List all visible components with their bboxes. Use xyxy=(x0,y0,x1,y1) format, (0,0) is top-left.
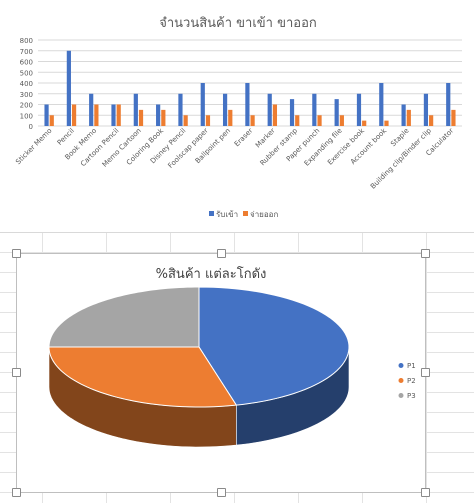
legend-swatch xyxy=(209,211,214,216)
bar-chart-title: จำนวนสินค้า ขาเข้า ขาออก xyxy=(159,16,317,31)
bar-outbound xyxy=(250,115,255,126)
bar-outbound xyxy=(94,104,99,126)
legend-label: P3 xyxy=(407,392,416,400)
bar-outbound xyxy=(138,109,144,126)
pie-slice-p3 xyxy=(48,286,200,348)
bar-inbound xyxy=(89,93,94,126)
bar-outbound xyxy=(317,115,322,126)
pie-slice-p1 xyxy=(198,286,350,406)
y-tick-label: 400 xyxy=(20,80,33,88)
legend-swatch xyxy=(398,393,404,398)
bar-outbound xyxy=(451,109,456,126)
bar-outbound xyxy=(205,115,211,126)
bar-inbound xyxy=(222,93,228,126)
bar-inbound xyxy=(356,93,362,126)
bar-inbound xyxy=(312,93,317,126)
y-tick-label: 600 xyxy=(20,59,33,67)
x-tick-label: Sticker Memo xyxy=(14,127,53,166)
resize-handle-top[interactable] xyxy=(217,249,226,258)
resize-handle-bottom-left[interactable] xyxy=(12,488,21,497)
bar-inbound xyxy=(66,50,71,126)
legend-label: รับเข้า xyxy=(216,210,238,219)
bar-chart-container[interactable]: จำนวนสินค้า ขาเข้า ขาออก 0 100 200 300 400 50… xyxy=(0,0,474,233)
resize-handle-left[interactable] xyxy=(12,368,21,377)
bar-inbound xyxy=(446,83,451,126)
resize-handle-bottom-right[interactable] xyxy=(421,488,430,497)
resize-handle-top-right[interactable] xyxy=(421,249,430,258)
bar-inbound xyxy=(111,104,116,126)
y-tick-label: 800 xyxy=(20,37,33,45)
y-tick-label: 200 xyxy=(20,102,33,110)
legend-label: P2 xyxy=(407,377,416,385)
pie-chart-container[interactable]: %สินค้า แต่ละโกดัง P1 P2 P3 xyxy=(12,249,430,497)
legend-label: P1 xyxy=(407,362,416,370)
bar-inbound xyxy=(156,104,161,126)
bar-inbound xyxy=(267,93,272,126)
bar-inbound xyxy=(200,83,205,126)
bar-outbound xyxy=(406,109,411,126)
bar-outbound xyxy=(362,120,367,126)
pie-slice-p2 xyxy=(48,346,238,408)
x-tick-label: Eraser xyxy=(233,127,255,149)
bar-outbound xyxy=(161,109,166,126)
resize-handle-bottom[interactable] xyxy=(217,488,226,497)
resize-handle-top-left[interactable] xyxy=(12,249,21,258)
bar-outbound xyxy=(272,104,278,126)
y-tick-label: 300 xyxy=(20,91,33,99)
bar-inbound xyxy=(178,93,183,126)
legend-swatch xyxy=(398,363,404,368)
pie-chart-title: %สินค้า แต่ละโกดัง xyxy=(156,266,267,282)
bar-outbound xyxy=(339,115,344,126)
y-tick-label: 100 xyxy=(20,112,33,120)
bar-outbound xyxy=(183,115,188,126)
bar-chart: จำนวนสินค้า ขาเข้า ขาออก 0 100 200 300 400 50… xyxy=(14,16,462,219)
y-tick-label: 0 xyxy=(29,123,33,131)
bar-inbound xyxy=(44,104,49,126)
bar-outbound xyxy=(429,115,434,126)
x-tick-label: Foolscap paper xyxy=(167,127,210,170)
bar-outbound xyxy=(384,120,389,126)
bar-inbound xyxy=(423,93,429,126)
y-tick-label: 500 xyxy=(20,69,33,77)
bar-inbound xyxy=(379,83,384,126)
bar-outbound xyxy=(116,104,121,126)
resize-handle-right[interactable] xyxy=(421,368,430,377)
legend-swatch xyxy=(398,378,404,383)
x-tick-label: Staple xyxy=(389,127,410,148)
bar-outbound xyxy=(49,115,54,126)
pie-chart: %สินค้า แต่ละโกดัง P1 P2 P3 xyxy=(48,266,416,448)
x-tick-label: Pencil xyxy=(56,127,76,147)
x-tick-label: Memo Cartoon xyxy=(101,127,143,169)
y-tick-label: 700 xyxy=(20,48,33,56)
legend-swatch xyxy=(243,211,248,216)
bar-inbound xyxy=(133,93,138,126)
bar-outbound xyxy=(228,109,233,126)
bar-inbound xyxy=(289,99,295,126)
bar-inbound xyxy=(401,104,406,126)
bar-inbound xyxy=(245,83,250,126)
bar-outbound xyxy=(71,104,77,126)
legend-label: จ่ายออก xyxy=(250,210,278,219)
bar-inbound xyxy=(334,99,339,126)
bar-outbound xyxy=(295,115,300,126)
